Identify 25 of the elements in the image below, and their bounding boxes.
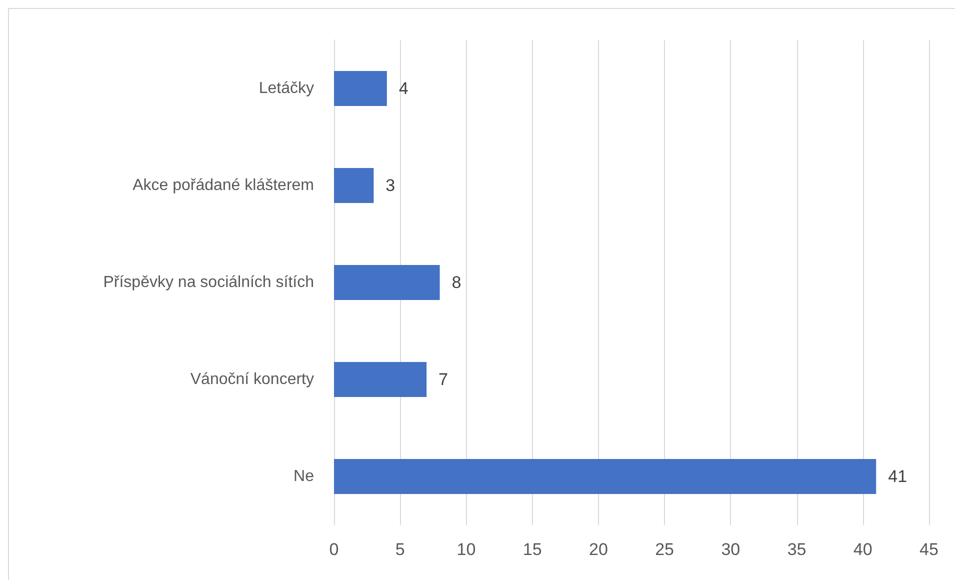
data-label: 41 [888,467,908,486]
x-tick-label: 10 [456,540,476,559]
data-label: 7 [438,370,448,389]
x-tick-label: 0 [329,540,339,559]
y-tick-label: Vánoční koncerty [190,371,314,388]
y-tick-label: Příspěvky na sociálních sítích [103,274,314,291]
x-tick-label: 45 [920,540,938,559]
data-label: 8 [452,273,462,292]
x-tick-label: 40 [853,540,872,559]
y-tick-label: Ne [294,468,314,485]
bar [334,71,387,106]
x-tick-label: 20 [588,540,608,559]
x-tick-label: 35 [787,540,806,559]
x-tick-label: 5 [395,540,405,559]
data-label: 4 [398,79,408,98]
y-tick-label: Letáčky [258,80,314,97]
x-tick-label: 30 [721,540,740,559]
data-label: 3 [386,176,396,195]
bar [334,168,374,203]
bar [334,459,876,494]
x-tick-label: 25 [655,540,674,559]
bar [334,265,440,300]
y-tick-label: Akce pořádané klášterem [132,177,314,194]
bar [334,362,427,397]
x-tick-label: 15 [522,540,542,559]
